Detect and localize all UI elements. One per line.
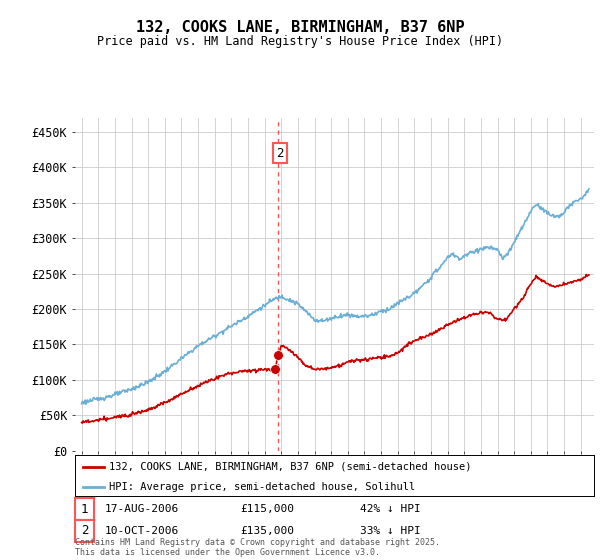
Text: £115,000: £115,000 <box>240 504 294 514</box>
Text: 132, COOKS LANE, BIRMINGHAM, B37 6NP: 132, COOKS LANE, BIRMINGHAM, B37 6NP <box>136 20 464 35</box>
Text: 17-AUG-2006: 17-AUG-2006 <box>105 504 179 514</box>
Text: Price paid vs. HM Land Registry's House Price Index (HPI): Price paid vs. HM Land Registry's House … <box>97 35 503 48</box>
Text: HPI: Average price, semi-detached house, Solihull: HPI: Average price, semi-detached house,… <box>109 482 415 492</box>
Text: 2: 2 <box>81 524 88 538</box>
Text: 33% ↓ HPI: 33% ↓ HPI <box>360 526 421 536</box>
Text: 10-OCT-2006: 10-OCT-2006 <box>105 526 179 536</box>
Text: 1: 1 <box>81 502 88 516</box>
Text: 42% ↓ HPI: 42% ↓ HPI <box>360 504 421 514</box>
Text: 132, COOKS LANE, BIRMINGHAM, B37 6NP (semi-detached house): 132, COOKS LANE, BIRMINGHAM, B37 6NP (se… <box>109 461 471 472</box>
Text: Contains HM Land Registry data © Crown copyright and database right 2025.
This d: Contains HM Land Registry data © Crown c… <box>75 538 440 557</box>
Text: 2: 2 <box>277 147 284 160</box>
Text: £135,000: £135,000 <box>240 526 294 536</box>
